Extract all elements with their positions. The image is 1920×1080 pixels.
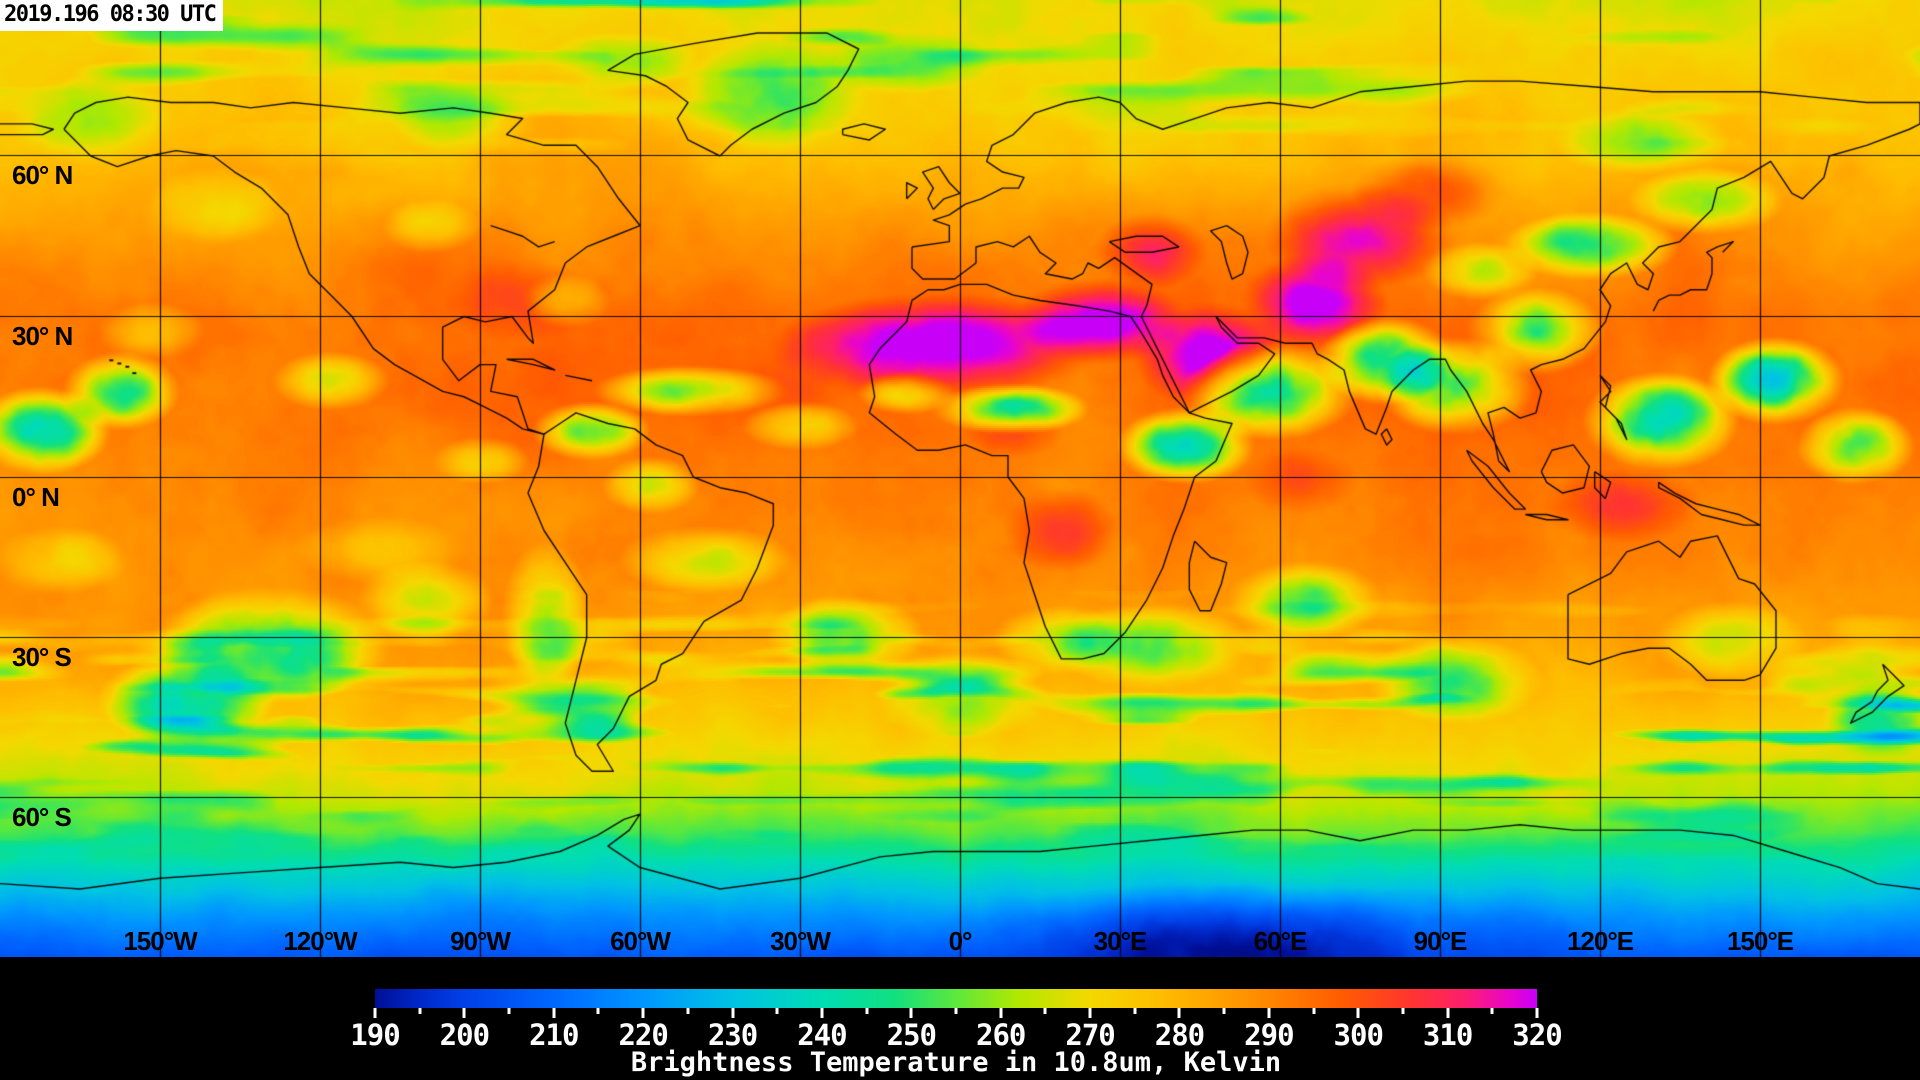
colorbar-tick-label: 290 — [1244, 1018, 1294, 1052]
colorbar-title: Brightness Temperature in 10.8um, Kelvin — [630, 1047, 1282, 1078]
colorbar-minor-tick — [1401, 1008, 1405, 1014]
longitude-label: 30°E — [1093, 926, 1148, 956]
colorbar-tick-label: 230 — [707, 1018, 758, 1052]
colorbar-minor-tick — [596, 1008, 600, 1014]
colorbar-major-tick — [1177, 1008, 1181, 1018]
longitude-label: 90°W — [450, 926, 511, 956]
colorbar-tick-label: 300 — [1333, 1018, 1384, 1052]
colorbar-tick-label: 260 — [975, 1018, 1026, 1052]
longitude-label: 150°E — [1726, 926, 1794, 956]
colorbar-major-tick — [909, 1008, 913, 1018]
colorbar-minor-tick — [1133, 1008, 1137, 1014]
colorbar-minor-tick — [507, 1008, 511, 1014]
colorbar-minor-tick — [865, 1008, 869, 1014]
colorbar-footer: 190 200 210 220 230 240 250 260 270 280 290 300 310 3… — [0, 957, 1920, 1080]
longitude-label: 90°E — [1413, 926, 1468, 956]
colorbar-major-tick — [373, 1008, 377, 1018]
longitude-label: 30°W — [770, 926, 831, 956]
colorbar-major-tick — [1267, 1008, 1271, 1018]
colorbar-minor-tick — [954, 1008, 958, 1014]
colorbar-minor-tick — [775, 1008, 779, 1014]
colorbar-minor-tick — [1043, 1008, 1047, 1014]
longitude-label: 150°W — [123, 926, 197, 956]
colorbar-tick-label: 280 — [1154, 1018, 1205, 1052]
colorbar-major-tick — [999, 1008, 1003, 1018]
colorbar-tick-label: 310 — [1422, 1018, 1473, 1052]
timestamp-label: 2019.196 08:30 UTC — [0, 0, 224, 31]
colorbar-tick-label: 200 — [439, 1018, 490, 1052]
longitude-label: 120°W — [283, 926, 357, 956]
longitude-label: 120°E — [1566, 926, 1634, 956]
colorbar-tick-label: 320 — [1512, 1018, 1562, 1052]
colorbar-minor-tick — [686, 1008, 690, 1014]
colorbar-major-tick — [731, 1008, 735, 1018]
colorbar-major-tick — [552, 1008, 556, 1018]
colorbar-tick-label: 270 — [1065, 1018, 1115, 1052]
colorbar-major-tick — [1535, 1008, 1539, 1018]
colorbar-minor-tick — [1222, 1008, 1226, 1014]
longitude-label: 0° — [948, 926, 973, 956]
latitude-label: 30° S — [12, 642, 72, 672]
world-ir-map: 2019.196 08:30 UTC 60° N 30° N 0° N 30° S 60… — [0, 0, 1920, 957]
colorbar-minor-tick — [1490, 1008, 1494, 1014]
colorbar-major-tick — [1356, 1008, 1360, 1018]
colorbar-tick-label: 250 — [886, 1018, 937, 1052]
latitude-label: 30° N — [12, 321, 73, 351]
colorbar-gradient — [375, 989, 1537, 1008]
latitude-label: 60° N — [12, 160, 73, 190]
colorbar-major-tick — [462, 1008, 466, 1018]
colorbar-major-tick — [1446, 1008, 1450, 1018]
colorbar-tick-label: 220 — [618, 1018, 668, 1052]
satellite-ir-map-canvas — [0, 0, 1920, 957]
colorbar-major-tick — [641, 1008, 645, 1018]
colorbar-major-tick — [1088, 1008, 1092, 1018]
latitude-label: 60° S — [12, 802, 72, 832]
longitude-label: 60°W — [610, 926, 671, 956]
colorbar-tick-label: 190 — [350, 1018, 400, 1052]
colorbar-tick-label: 240 — [797, 1018, 847, 1052]
colorbar-major-tick — [820, 1008, 824, 1018]
longitude-label: 60°E — [1253, 926, 1308, 956]
colorbar-tick-label: 210 — [529, 1018, 579, 1052]
latitude-label: 0° N — [12, 482, 60, 512]
colorbar-minor-tick — [418, 1008, 422, 1014]
colorbar-minor-tick — [1312, 1008, 1316, 1014]
